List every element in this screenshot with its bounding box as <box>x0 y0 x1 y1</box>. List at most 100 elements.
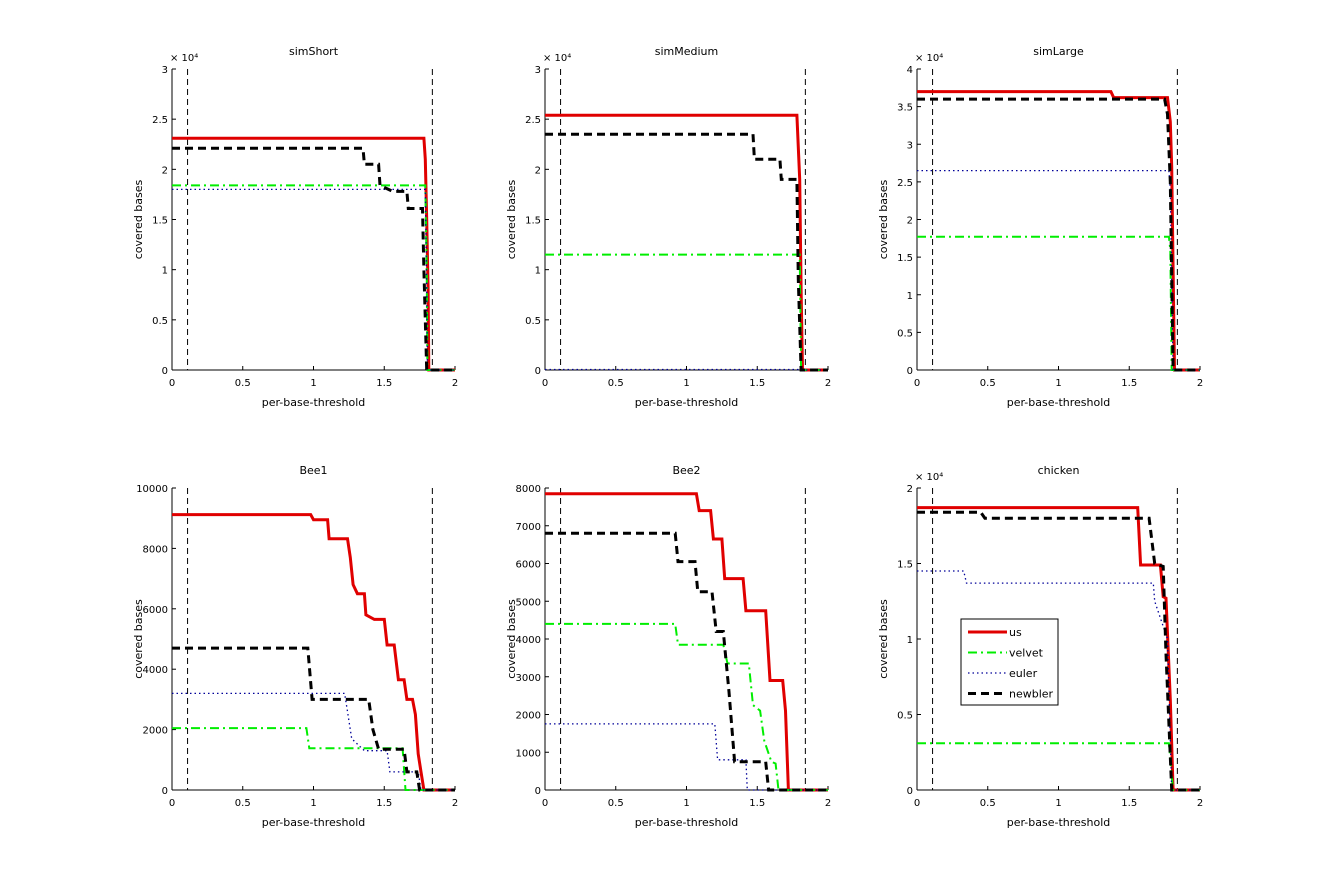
y-tick-label: 1.5 <box>897 560 913 571</box>
y-tick-label: 2 <box>907 216 913 227</box>
y-tick-label: 6000 <box>143 605 168 616</box>
x-tick-label: 2 <box>452 798 458 809</box>
y-tick-label: 10000 <box>136 484 168 495</box>
series-us <box>917 90 1200 372</box>
x-tick-label: 0.5 <box>608 378 624 389</box>
y-tick-label: 2 <box>907 484 913 495</box>
x-tick-label: 1 <box>683 378 689 389</box>
x-tick-label: 1.5 <box>1121 798 1137 809</box>
x-tick-label: 1.5 <box>749 378 765 389</box>
y-tick-label: 8000 <box>143 544 168 555</box>
y-axis-label: covered bases <box>132 599 145 679</box>
y-tick-label: 0 <box>162 786 168 797</box>
x-axis-label: per-base-threshold <box>1007 816 1111 829</box>
y-tick-label: 0 <box>907 366 913 377</box>
x-tick-label: 2 <box>825 798 831 809</box>
y-tick-label: 3 <box>162 65 168 76</box>
x-tick-label: 0 <box>914 798 920 809</box>
y-axis-label: covered bases <box>505 599 518 679</box>
x-tick-label: 1.5 <box>376 798 392 809</box>
series-newbler <box>917 510 1200 792</box>
x-tick-label: 1 <box>310 798 316 809</box>
subplot-bee1: 0 0.5 1 1.5 2 0 2000 4000 6000 8000 10000 Bee1 per-b… <box>132 464 458 829</box>
y-tick-label: 1 <box>907 635 913 646</box>
x-tick-label: 2 <box>452 378 458 389</box>
x-tick-label: 0.5 <box>980 378 996 389</box>
legend: us velvet euler newbler <box>960 618 1059 706</box>
x-axis-label: per-base-threshold <box>262 396 366 409</box>
series-newbler <box>545 531 828 792</box>
x-tick-label: 1.5 <box>376 378 392 389</box>
series-velvet <box>917 742 1200 791</box>
x-tick-label: 0.5 <box>608 798 624 809</box>
x-tick-label: 0.5 <box>980 798 996 809</box>
subplot-simshort: 0 0.5 1 1.5 2 0 0.5 1 1.5 2 2.5 3× 10⁴ simShort per-b… <box>132 45 458 409</box>
y-tick-label: 4000 <box>516 635 541 646</box>
x-tick-label: 1 <box>1055 378 1061 389</box>
x-axis-label: per-base-threshold <box>635 396 739 409</box>
series-velvet <box>917 235 1200 371</box>
y-axis-label: covered bases <box>877 599 890 679</box>
series-velvet <box>172 184 455 371</box>
legend-label-us: us <box>1009 626 1022 639</box>
x-tick-label: 0.5 <box>235 378 251 389</box>
series-us <box>172 136 455 372</box>
y-tick-label: 4 <box>907 65 913 76</box>
x-axis-label: per-base-threshold <box>262 816 366 829</box>
subplot-simmedium: 0 0.5 1 1.5 2 0 0.5 1 1.5 2 2.5 3× 10⁴ simMedium per-… <box>505 45 831 409</box>
y-tick-label: 2000 <box>143 726 168 737</box>
subplot-title: Bee2 <box>672 464 700 477</box>
y-exponent-label: × 10⁴ <box>915 53 943 64</box>
y-tick-label: 3.5 <box>897 103 913 114</box>
y-tick-label: 3 <box>907 140 913 151</box>
series-newbler <box>172 146 455 372</box>
y-tick-label: 2000 <box>516 711 541 722</box>
y-axis-label: covered bases <box>132 179 145 259</box>
x-tick-label: 1.5 <box>1121 378 1137 389</box>
y-tick-label: 0.5 <box>152 316 168 327</box>
y-axis-label: covered bases <box>505 179 518 259</box>
series-newbler <box>172 646 455 792</box>
subplot-title: simLarge <box>1033 45 1084 58</box>
subplot-title: simShort <box>289 45 339 58</box>
x-tick-label: 0 <box>542 798 548 809</box>
x-axis-label: per-base-threshold <box>635 816 739 829</box>
series-euler <box>917 169 1200 371</box>
x-tick-label: 1 <box>310 378 316 389</box>
x-tick-label: 1.5 <box>749 798 765 809</box>
subplot-title: Bee1 <box>299 464 327 477</box>
y-tick-label: 1.5 <box>897 253 913 264</box>
x-tick-label: 0 <box>914 378 920 389</box>
series-us <box>172 513 455 792</box>
y-tick-label: 0.5 <box>897 328 913 339</box>
subplot-chicken: 0 0.5 1 1.5 200.511.52× 10⁴chickenper-base-t… <box>877 464 1203 829</box>
x-tick-label: 1 <box>1055 798 1061 809</box>
y-tick-label: 0 <box>535 366 541 377</box>
x-tick-label: 0 <box>542 378 548 389</box>
x-tick-label: 2 <box>825 378 831 389</box>
series-euler <box>172 692 455 791</box>
y-tick-label: 1.5 <box>525 216 541 227</box>
y-exponent-label: × 10⁴ <box>543 53 571 64</box>
series-us <box>545 492 828 792</box>
y-tick-label: 0 <box>535 786 541 797</box>
y-exponent-label: × 10⁴ <box>170 53 198 64</box>
y-tick-label: 0.5 <box>897 711 913 722</box>
y-tick-label: 1000 <box>516 748 541 759</box>
y-tick-label: 1 <box>535 266 541 277</box>
legend-label-euler: euler <box>1009 667 1038 680</box>
series-newbler <box>545 132 828 372</box>
y-tick-label: 2 <box>535 165 541 176</box>
y-tick-label: 2.5 <box>897 178 913 189</box>
series-velvet <box>545 253 828 371</box>
subplot-bee2: 0 0.5 1 1.5 2 0 1000 2000 3000 4000 5000 6000 7000 80… <box>505 464 831 829</box>
y-tick-label: 0.5 <box>525 316 541 327</box>
y-tick-label: 8000 <box>516 484 541 495</box>
series-euler <box>172 188 455 371</box>
y-tick-label: 0 <box>162 366 168 377</box>
series-newbler <box>917 97 1200 372</box>
y-tick-label: 2.5 <box>525 115 541 126</box>
x-tick-label: 0.5 <box>235 798 251 809</box>
y-tick-label: 1 <box>162 266 168 277</box>
y-tick-label: 3 <box>535 65 541 76</box>
